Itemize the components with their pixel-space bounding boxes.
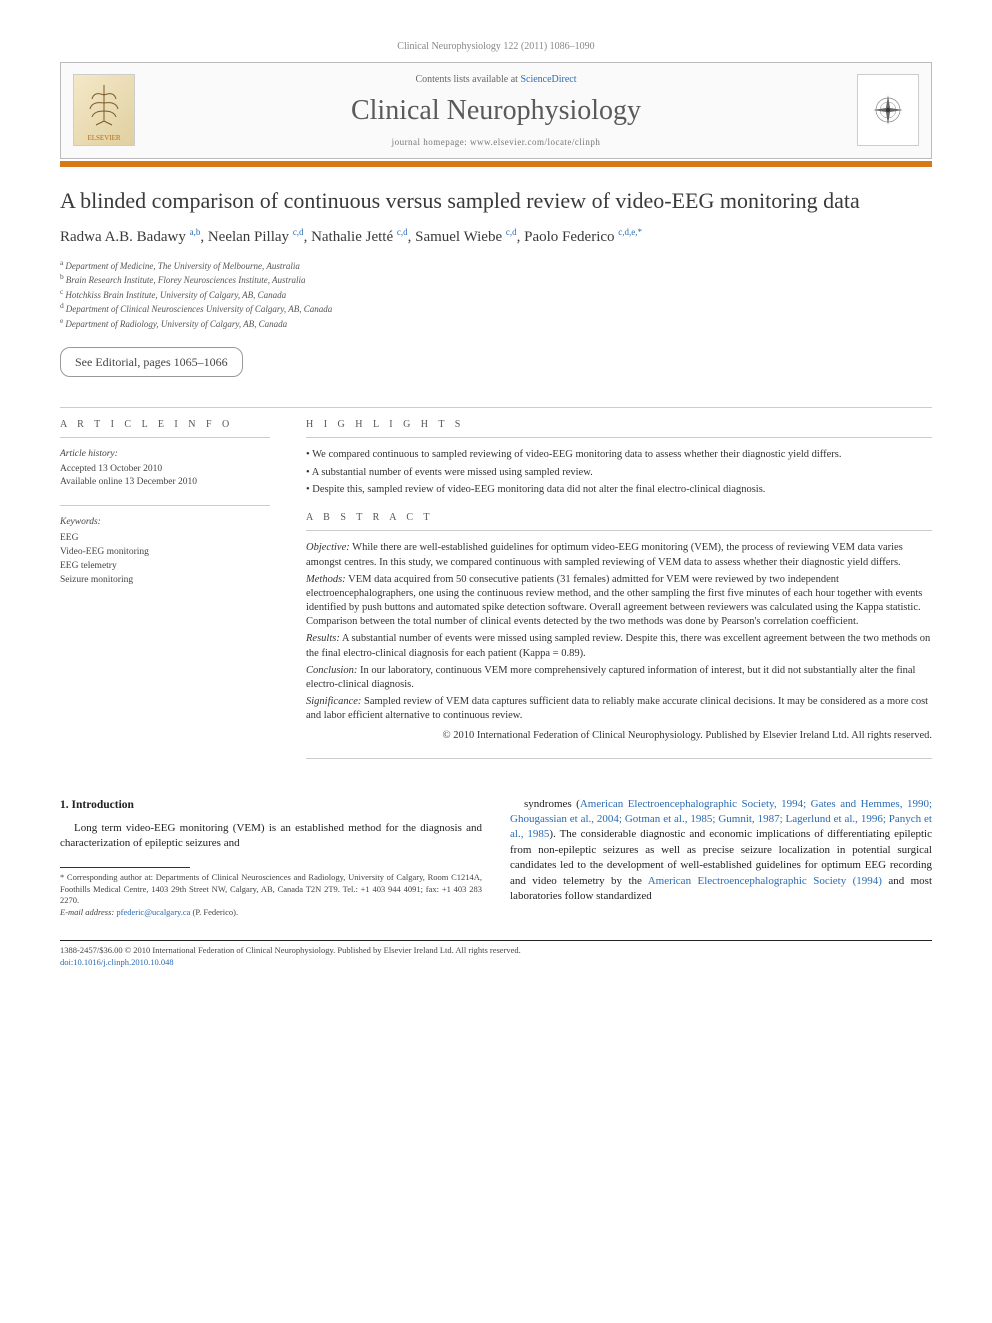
article-info-label: A R T I C L E I N F O <box>60 418 270 432</box>
sciencedirect-link[interactable]: ScienceDirect <box>520 74 576 85</box>
divider <box>60 505 270 506</box>
highlight-item: • A substantial number of events were mi… <box>306 466 932 480</box>
abstract-copyright: © 2010 International Federation of Clini… <box>306 729 932 743</box>
contents-available-line: Contents lists available at ScienceDirec… <box>149 73 843 87</box>
affiliation-item: cHotchkiss Brain Institute, University o… <box>60 287 932 302</box>
abstract-item-text: While there are well-established guideli… <box>306 542 903 567</box>
keyword-item: Seizure monitoring <box>60 573 270 587</box>
abstract-item-label: Results: <box>306 633 340 644</box>
journal-name: Clinical Neurophysiology <box>149 92 843 130</box>
abstract-item-text: Sampled review of VEM data captures suff… <box>306 696 928 721</box>
header-middle: Contents lists available at ScienceDirec… <box>149 73 843 148</box>
intro-heading: 1. Introduction <box>60 797 482 813</box>
abstract-item-text: In our laboratory, continuous VEM more c… <box>306 665 915 690</box>
affiliation-item: aDepartment of Medicine, The University … <box>60 258 932 273</box>
abstract-item: Methods: VEM data acquired from 50 conse… <box>306 573 932 630</box>
intro-left-para: Long term video-EEG monitoring (VEM) is … <box>60 821 482 852</box>
affiliations-list: aDepartment of Medicine, The University … <box>60 258 932 331</box>
corr-email-link[interactable]: pfederic@ucalgary.ca <box>114 907 192 917</box>
abstract-item-text: VEM data acquired from 50 consecutive pa… <box>306 574 922 628</box>
abstract-item-label: Methods: <box>306 574 346 585</box>
abstract-label: A B S T R A C T <box>306 511 932 525</box>
history-title: Article history: <box>60 448 270 461</box>
divider <box>60 407 932 408</box>
keyword-item: EEG telemetry <box>60 559 270 573</box>
editorial-notice: See Editorial, pages 1065–1066 <box>60 347 243 377</box>
publisher-logo: ELSEVIER <box>73 74 135 146</box>
highlight-item: • We compared continuous to sampled revi… <box>306 448 932 462</box>
journal-reference: Clinical Neurophysiology 122 (2011) 1086… <box>60 40 932 54</box>
corresponding-author-footnote: * Corresponding author at: Departments o… <box>60 872 482 918</box>
affiliation-item: eDepartment of Radiology, University of … <box>60 316 932 331</box>
intro-right-prefix: syndromes ( <box>524 798 580 810</box>
abstract-item: Conclusion: In our laboratory, continuou… <box>306 664 932 692</box>
abstract-item-text: A substantial number of events were miss… <box>306 633 930 658</box>
abstract-section: A B S T R A C T Objective: While there a… <box>306 511 932 744</box>
homepage-prefix: journal homepage: <box>392 137 470 147</box>
abstract-item-label: Significance: <box>306 696 361 707</box>
authors-list: Radwa A.B. Badawy a,b, Neelan Pillay c,d… <box>60 226 932 247</box>
email-label: E-mail address: <box>60 907 114 917</box>
keyword-item: Video-EEG monitoring <box>60 545 270 559</box>
divider <box>306 437 932 438</box>
cover-compass-icon <box>867 89 909 131</box>
divider <box>306 530 932 531</box>
body-left-column: 1. Introduction Long term video-EEG moni… <box>60 797 482 919</box>
contents-prefix: Contents lists available at <box>415 74 520 85</box>
publisher-name: ELSEVIER <box>87 134 120 143</box>
intro-right-para: syndromes ( American Electroencephalograp… <box>510 797 932 905</box>
highlights-section: H I G H L I G H T S • We compared contin… <box>306 418 932 497</box>
corr-label: * Corresponding author at: <box>60 872 153 882</box>
footer-copyright: 1388-2457/$36.00 © 2010 International Fe… <box>60 945 932 956</box>
abstract-item-label: Objective: <box>306 542 350 553</box>
article-info-right: H I G H L I G H T S • We compared contin… <box>306 418 932 769</box>
paper-title: A blinded comparison of continuous versu… <box>60 187 932 215</box>
citation-link-2[interactable]: American Electroencephalographic Society… <box>648 875 882 887</box>
abstract-item: Results: A substantial number of events … <box>306 632 932 660</box>
body-right-column: syndromes ( American Electroencephalograp… <box>510 797 932 919</box>
orange-divider <box>60 161 932 167</box>
divider <box>60 437 270 438</box>
article-history-block: Article history: Accepted 13 October 201… <box>60 448 270 488</box>
article-info-columns: A R T I C L E I N F O Article history: A… <box>60 418 932 769</box>
page-footer: 1388-2457/$36.00 © 2010 International Fe… <box>60 940 932 968</box>
elsevier-tree-icon <box>84 81 124 127</box>
journal-header: ELSEVIER Contents lists available at Sci… <box>60 62 932 159</box>
accepted-date: Accepted 13 October 2010 <box>60 463 270 476</box>
abstract-item: Objective: While there are well-establis… <box>306 541 932 569</box>
keywords-title: Keywords: <box>60 516 270 529</box>
highlight-item: • Despite this, sampled review of video-… <box>306 483 932 497</box>
homepage-url[interactable]: www.elsevier.com/locate/clinph <box>470 137 600 147</box>
divider <box>306 758 932 759</box>
article-info-left: A R T I C L E I N F O Article history: A… <box>60 418 270 769</box>
footer-doi[interactable]: doi:10.1016/j.clinph.2010.10.048 <box>60 957 932 968</box>
journal-cover-thumbnail <box>857 74 919 146</box>
journal-homepage: journal homepage: www.elsevier.com/locat… <box>149 136 843 148</box>
online-date: Available online 13 December 2010 <box>60 476 270 489</box>
affiliation-item: dDepartment of Clinical Neurosciences Un… <box>60 301 932 316</box>
footnote-separator <box>60 867 190 868</box>
highlights-label: H I G H L I G H T S <box>306 418 932 432</box>
abstract-item: Significance: Sampled review of VEM data… <box>306 695 932 723</box>
body-columns: 1. Introduction Long term video-EEG moni… <box>60 797 932 919</box>
keyword-item: EEG <box>60 531 270 545</box>
keywords-block: Keywords: EEGVideo-EEG monitoringEEG tel… <box>60 516 270 588</box>
abstract-item-label: Conclusion: <box>306 665 357 676</box>
affiliation-item: bBrain Research Institute, Florey Neuros… <box>60 272 932 287</box>
email-who: (P. Federico). <box>193 907 239 917</box>
